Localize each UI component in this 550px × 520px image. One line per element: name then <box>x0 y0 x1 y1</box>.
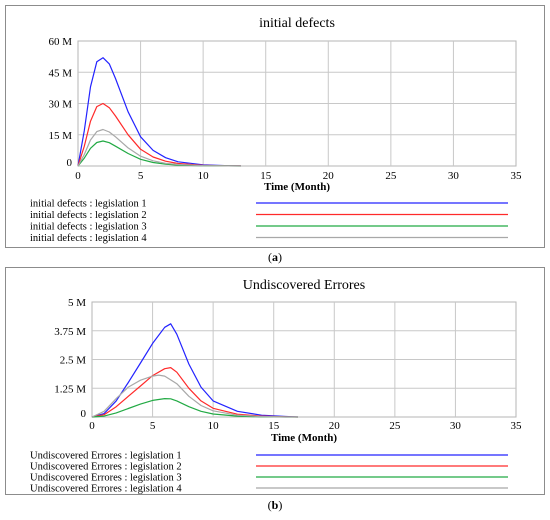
x-tick-label: 5 <box>150 420 156 432</box>
x-tick-label: 20 <box>323 170 335 182</box>
series-line-4 <box>91 374 298 418</box>
x-tick-label: 0 <box>75 170 81 182</box>
caption-b-letter: b <box>271 498 279 512</box>
caption-b: (b) <box>267 498 283 512</box>
x-tick-label: 15 <box>260 170 272 182</box>
y-tick-label: 1.25 M <box>54 383 86 395</box>
legend-label-4: Undiscovered Errores : legislation 4 <box>30 484 182 495</box>
y-tick-label: 3.75 M <box>54 326 86 338</box>
x-axis-label: Time (Month) <box>264 181 330 193</box>
chart-title: Undiscovered Errores <box>243 278 365 293</box>
chart-panel-a: initial defects 0 5 10 15 20 25 30 35 0 15 M 30 M 45… <box>5 5 545 248</box>
chart-a-svg: initial defects 0 5 10 15 20 25 30 35 0 15 M 30 M 45… <box>30 16 523 244</box>
legend-label-3: Undiscovered Errores : legislation 3 <box>30 473 182 484</box>
chart-panel-b: Undiscovered Errores 0 5 10 15 20 25 30 35 0 1.25 … <box>5 267 545 495</box>
x-tick-label: 10 <box>198 170 210 182</box>
legend-label-3: initial defects : legislation 3 <box>30 222 147 233</box>
x-axis-label: Time (Month) <box>271 432 337 444</box>
y-tick-label: 45 M <box>48 67 72 79</box>
x-tick-label: 15 <box>268 420 280 432</box>
x-tick-label: 25 <box>385 170 397 182</box>
chart-title: initial defects <box>259 16 335 31</box>
legend-label-1: initial defects : legislation 1 <box>30 199 147 210</box>
x-tick-label: 35 <box>511 170 523 182</box>
series-line-1 <box>77 57 241 167</box>
y-tick-label: 2.5 M <box>60 355 87 367</box>
y-tick-label: 30 M <box>48 99 72 111</box>
y-tick-label: 15 M <box>48 130 72 142</box>
x-tick-label: 0 <box>89 420 95 432</box>
x-tick-label: 10 <box>208 420 220 432</box>
x-tick-label: 30 <box>450 420 462 432</box>
caption-a-letter: a <box>272 250 278 264</box>
chart-b-svg: Undiscovered Errores 0 5 10 15 20 25 30 35 0 1.25 … <box>30 278 523 495</box>
legend-label-2: Undiscovered Errores : legislation 2 <box>30 462 182 473</box>
y-tick-label: 0 <box>67 157 73 169</box>
legend-label-4: initial defects : legislation 4 <box>30 233 147 244</box>
y-tick-label: 0 <box>81 408 87 420</box>
x-tick-label: 30 <box>448 170 460 182</box>
x-tick-label: 35 <box>511 420 523 432</box>
x-tick-label: 25 <box>389 420 401 432</box>
caption-a: (a) <box>268 250 282 264</box>
x-tick-label: 5 <box>138 170 144 182</box>
series-line-4 <box>77 128 241 167</box>
y-tick-label: 5 M <box>68 297 86 309</box>
series-line-2 <box>91 366 298 418</box>
legend-label-2: initial defects : legislation 2 <box>30 210 147 221</box>
series-line-1 <box>91 323 298 418</box>
x-tick-label: 20 <box>329 420 341 432</box>
legend-label-1: Undiscovered Errores : legislation 1 <box>30 451 182 462</box>
y-tick-label: 60 M <box>48 36 72 48</box>
